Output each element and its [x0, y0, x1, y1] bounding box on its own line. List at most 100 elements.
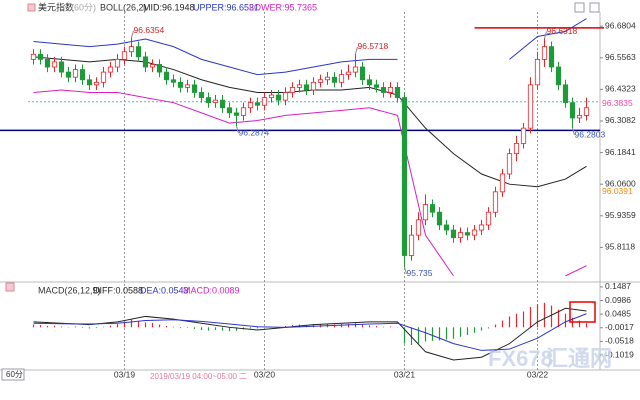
candle-body [317, 79, 324, 83]
candle-body [527, 84, 534, 129]
candle-body [282, 92, 289, 101]
candle-body [352, 66, 359, 73]
candle-body [366, 79, 373, 86]
candle-body [51, 61, 58, 68]
x-tick-label: 03/19 [114, 369, 136, 379]
x-tick-label: 03/22 [527, 369, 549, 379]
candle-body [149, 64, 156, 68]
candle-body [170, 79, 177, 83]
candle-body [534, 58, 541, 86]
label-pointer [544, 31, 547, 39]
candle-body [37, 53, 44, 60]
candle-body [422, 204, 429, 221]
candle-body [44, 58, 51, 68]
bollinger-band [33, 38, 398, 76]
candle-body [387, 86, 394, 93]
candle-body [289, 86, 296, 93]
candle-body [233, 112, 240, 116]
candle-body [450, 229, 457, 239]
y-tick-label: 0.1487 [605, 281, 631, 291]
candle-body [247, 102, 254, 109]
candle-body [58, 61, 65, 73]
y-tick-label: 96.1841 [605, 147, 636, 157]
candle-body [331, 76, 338, 83]
label-pointer [236, 126, 239, 134]
period-button[interactable] [1, 368, 25, 381]
watermark: FX678 [488, 346, 553, 371]
macd-line [33, 307, 587, 361]
candle-body [163, 71, 170, 81]
candle-body [513, 143, 520, 155]
candle-body [569, 102, 576, 119]
candle-body [485, 211, 492, 226]
indicator-value: LOWER:95.7365 [249, 2, 317, 12]
toolbar-icon[interactable] [589, 2, 600, 13]
high-label: 96.6318 [547, 26, 578, 36]
candle-body [324, 76, 331, 81]
candle-body [198, 92, 205, 98]
candle-body [429, 204, 436, 213]
y-tick-label: 0.0986 [605, 295, 631, 305]
candle-body [555, 66, 562, 86]
toolbar-icon[interactable] [574, 2, 585, 13]
low-label: 96.2874 [239, 128, 270, 138]
label-pointer [572, 127, 575, 136]
bollinger-band [509, 18, 587, 60]
candle-body [100, 71, 107, 83]
candle-body [114, 58, 121, 68]
candle-body [226, 107, 233, 114]
y-tick-label: 95.8118 [605, 242, 635, 252]
candle-body [394, 86, 401, 98]
candle-body [443, 224, 450, 231]
x-tick-label: 03/21 [394, 369, 416, 379]
candle-body [520, 127, 527, 144]
x-tick-label: 03/20 [254, 369, 276, 379]
price-panel: 96.6804 96.5563 96.4323 96.3082 96.1841 96.06… [0, 12, 636, 370]
candle-body [177, 81, 184, 88]
period-label: 60分 [6, 370, 23, 379]
candle-body [72, 69, 79, 78]
indicator-value: DIFF:0.0588 [93, 285, 143, 295]
candle-body [457, 232, 464, 239]
candle-body [583, 107, 590, 116]
candle-body [254, 102, 261, 106]
macd-line [33, 313, 587, 351]
candle-body [499, 173, 506, 193]
y-tick-label: 95.9359 [605, 210, 636, 220]
indicator-value: MACD:0.0089 [183, 285, 240, 295]
y-tick-label: 0.0485 [605, 308, 631, 318]
high-label: 96.5718 [358, 41, 389, 51]
candle-body [212, 99, 219, 104]
label-pointer [131, 30, 134, 38]
candle-body [401, 97, 408, 256]
macd-title: MACD(26,12,9) [38, 285, 101, 295]
candle-body [135, 46, 142, 58]
candle-body [464, 232, 471, 236]
candle-body [303, 84, 310, 91]
candle-body [359, 66, 366, 81]
candle-body [128, 46, 135, 53]
chart-subtitle: (60分) [71, 2, 96, 12]
candle-body [121, 51, 128, 60]
candle-body [30, 53, 37, 60]
extreme-labels: 96.6354 96.2874 96.5718 95.735 96.6318 9… [131, 25, 605, 278]
candle-body [492, 191, 499, 213]
candle-body [142, 56, 149, 68]
candle-body [296, 84, 303, 88]
macd-panel: 0.1487 0.0986 0.0485 -0.0017 -0.0518 -0.1019 [32, 281, 634, 361]
candle-body [338, 74, 345, 83]
indicator-value: UPPER:96.6531 [193, 2, 259, 12]
candle-body [93, 81, 100, 86]
indicator-value: MID:96.1948 [143, 2, 195, 12]
high-label: 96.6354 [134, 25, 165, 35]
candle-body [478, 224, 485, 231]
cursor-label: 2019/03/19 04:00~05:00 二 [150, 372, 247, 381]
y-tick-label: 96.6804 [605, 20, 636, 30]
price-tag: 96.3835 [602, 98, 633, 108]
candle-body [345, 71, 352, 76]
candle-body [471, 229, 478, 236]
candle-body [191, 84, 198, 93]
y-tick-label: 96.5563 [605, 52, 636, 62]
